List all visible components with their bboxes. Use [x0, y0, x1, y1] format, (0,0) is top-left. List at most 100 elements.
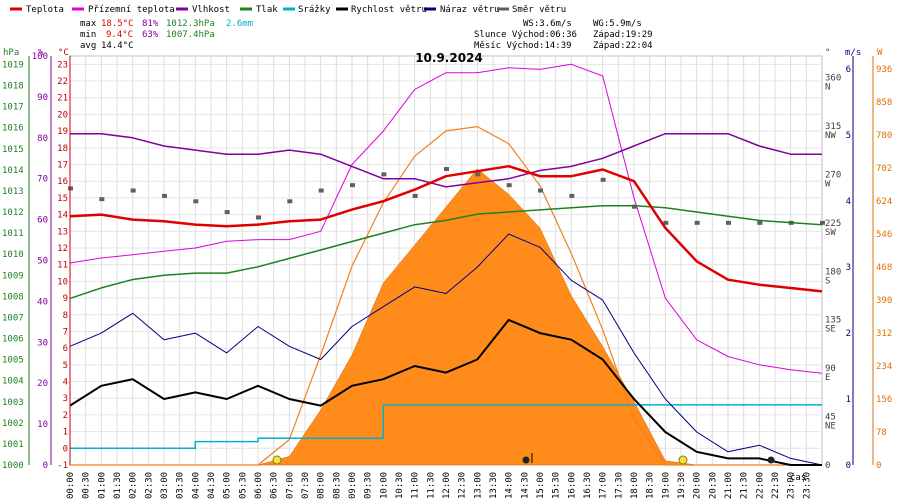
x-tick-label: 15:30 — [552, 472, 562, 499]
wind-direction-point — [256, 215, 261, 220]
pct-tick-label: 70 — [37, 175, 48, 185]
w-unit: W — [877, 48, 883, 58]
stat-min-temp: 9.4°C — [106, 30, 133, 40]
legend: Teplota Přízemní teplota Vlhkost Tlak Sr… — [10, 5, 566, 15]
wind-direction-point — [475, 172, 481, 177]
ms-tick-label: 3 — [846, 263, 851, 273]
legend-label-tlak: Tlak — [256, 5, 278, 15]
wind-direction-point — [287, 199, 293, 204]
stat-avg-label: avg — [80, 41, 96, 51]
x-tick-label: 08:00 — [317, 472, 327, 499]
w-tick-label: 780 — [876, 131, 892, 141]
info-sun: Slunce Východ:06:36 — [474, 30, 577, 40]
info-ws: WS:3.6m/s — [523, 19, 572, 29]
temp-tick-label: 19 — [57, 127, 68, 137]
temp-tick-label: 9 — [63, 294, 68, 304]
temp-tick-label: 20 — [57, 110, 68, 120]
hpa-tick-label: 1011 — [2, 229, 24, 239]
stat-min-press: 1007.4hPa — [166, 30, 215, 40]
hpa-tick-label: 1007 — [2, 313, 24, 323]
ms-tick-label: 1 — [846, 395, 851, 405]
temp-tick-label: 18 — [57, 144, 68, 154]
dir-tick-label: 180 — [825, 267, 841, 277]
x-tick-label: 18:30 — [646, 472, 656, 499]
humidity-line — [70, 132, 822, 188]
pct-tick-label: 20 — [37, 379, 48, 389]
temp-tick-label: 12 — [57, 244, 68, 254]
legend-label-vlhkost: Vlhkost — [192, 5, 230, 15]
wind-direction-point — [820, 220, 825, 225]
dir-tick-label: 90 — [825, 364, 836, 374]
ms-tick-label: 6 — [846, 65, 851, 75]
x-tick-label: 16:00 — [567, 472, 577, 499]
wind-speed-line — [69, 318, 822, 466]
deg-unit: ° — [825, 48, 830, 58]
dir-tick-label: NW — [825, 131, 836, 141]
rain-line — [70, 404, 822, 450]
legend-label-teplota: Teplota — [26, 5, 64, 15]
stats: max 18.5°C 81% 1012.3hPa 2.6mm min 9.4°C… — [80, 19, 253, 51]
temp-tick-label: 16 — [57, 177, 68, 187]
astro-info: WS:3.6m/s WG:5.9m/s Slunce Východ:06:36 … — [474, 19, 653, 51]
hpa-tick-label: 1019 — [2, 60, 24, 70]
hpa-tick-label: 1010 — [2, 250, 24, 260]
event-markers — [272, 453, 775, 465]
wind-direction-point — [99, 197, 105, 202]
dir-tick-label: 225 — [825, 219, 841, 229]
legend-label-srazky: Srážky — [298, 5, 331, 15]
moonset-marker — [767, 456, 775, 464]
x-tick-label: 06:00 — [254, 472, 264, 499]
hpa-tick-label: 1018 — [2, 82, 24, 92]
legend-label-rychlost: Rychlost větru — [351, 5, 427, 15]
x-tick-label: 19:00 — [661, 472, 671, 499]
w-tick-label: 234 — [876, 362, 892, 372]
x-tick-label: 20:30 — [708, 472, 718, 499]
x-tick-label: 19:30 — [677, 472, 687, 499]
ground-temperature-line — [69, 63, 823, 374]
ms-unit: m/s — [845, 48, 861, 58]
x-tick-label: 11:00 — [411, 472, 421, 499]
wind-direction-point — [381, 172, 387, 177]
x-tick-label: 04:30 — [207, 472, 217, 499]
hpa-tick-label: 1004 — [2, 377, 24, 387]
w-tick-label: 78 — [876, 428, 887, 438]
series-lines — [68, 63, 825, 466]
hpa-tick-label: 1012 — [2, 208, 24, 218]
x-tick-label: 00:30 — [82, 472, 92, 499]
x-tick-label: 07:30 — [301, 472, 311, 499]
stat-max-label: max — [80, 19, 97, 29]
hpa-tick-label: 1015 — [2, 145, 24, 155]
x-tick-label: 09:30 — [364, 472, 374, 499]
info-sun-set: Západ:19:29 — [593, 30, 653, 40]
x-tick-label: 23:30 — [802, 472, 812, 499]
stat-max-temp: 18.5°C — [101, 19, 134, 29]
x-tick-label: 07:00 — [285, 472, 295, 499]
x-tick-label: 13:00 — [473, 472, 483, 499]
temp-tick-label: 14 — [57, 211, 68, 221]
temp-tick-label: 4 — [63, 378, 68, 388]
w-tick-label: 468 — [876, 263, 892, 273]
x-tick-label: 16:30 — [583, 472, 593, 499]
wind-direction-point — [130, 188, 136, 193]
sunrise-marker — [272, 455, 282, 465]
temp-tick-label: 8 — [63, 311, 68, 321]
ms-tick-label: 5 — [846, 131, 851, 141]
x-tick-label: 01:00 — [97, 472, 107, 499]
temp-tick-label: 6 — [63, 344, 68, 354]
legend-label-smer: Směr větru — [512, 5, 566, 15]
legend-label-naraz: Náraz větru — [440, 5, 500, 15]
temp-tick-label: 11 — [57, 261, 68, 271]
legend-label-prizemni: Přízemní teplota — [88, 5, 175, 15]
wind-direction-point — [193, 199, 199, 204]
pct-tick-label: 60 — [37, 216, 48, 226]
temp-tick-label: 22 — [57, 77, 68, 87]
wind-direction-point — [162, 193, 167, 198]
stat-min-hum: 63% — [142, 30, 159, 40]
wind-direction-point — [538, 188, 543, 193]
w-tick-label: 546 — [876, 230, 892, 240]
x-tick-label: 15:00 — [536, 472, 546, 499]
pct-tick-label: 10 — [37, 420, 48, 430]
hpa-tick-label: 1006 — [2, 335, 24, 345]
x-axis-title: čas — [790, 472, 806, 483]
temp-tick-label: -1 — [57, 461, 68, 471]
